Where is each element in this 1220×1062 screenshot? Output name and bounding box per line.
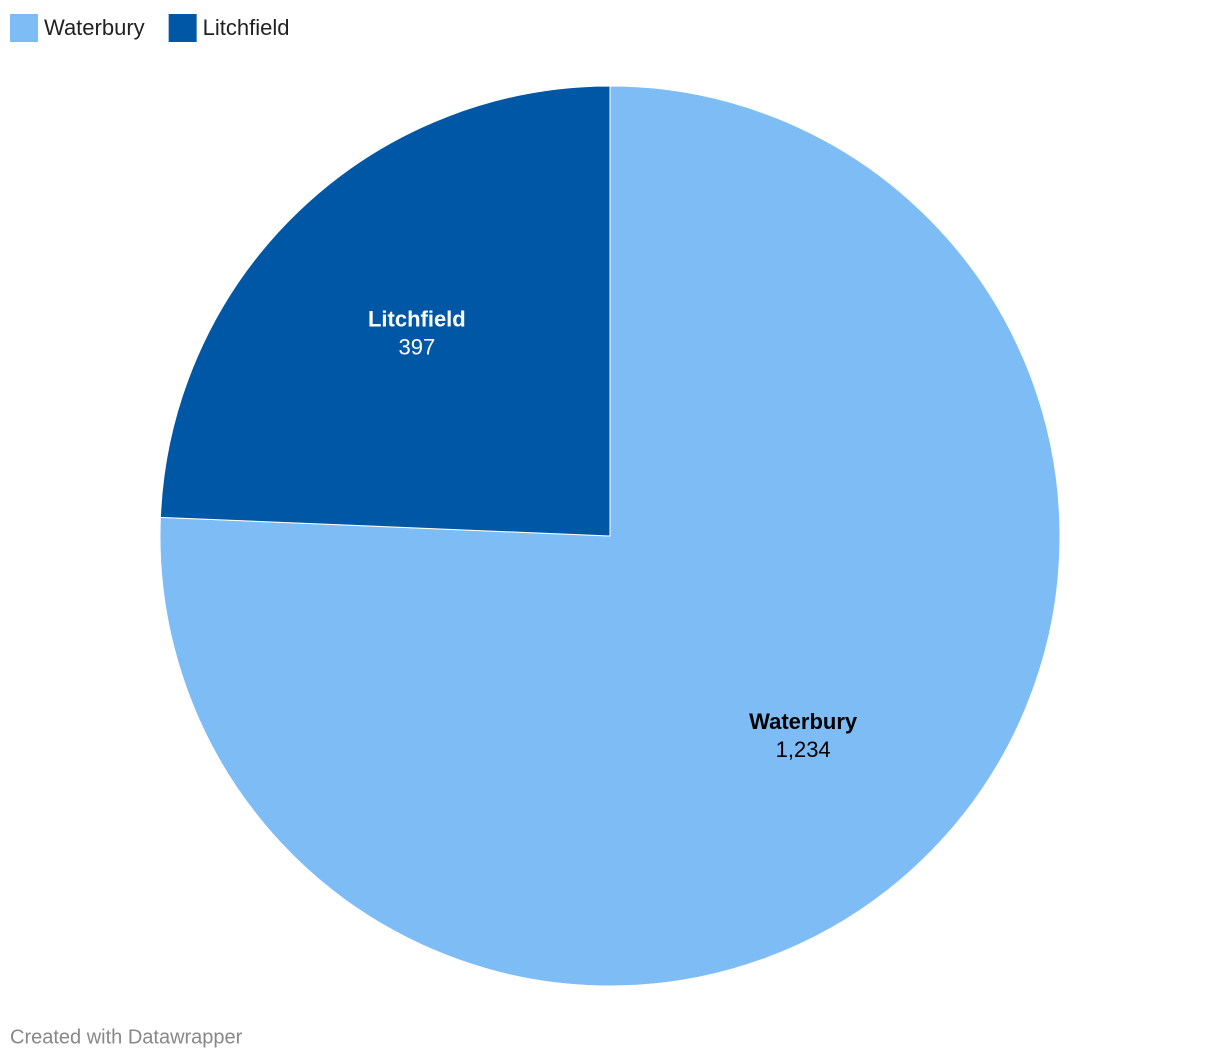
legend-swatch — [168, 14, 197, 42]
slice-value: 1,234 — [776, 737, 831, 762]
pie-slice — [159, 85, 1061, 987]
legend-label: Litchfield — [203, 15, 290, 40]
slice-name: Waterbury — [749, 709, 858, 734]
slice-value: 397 — [398, 334, 435, 359]
legend-label: Waterbury — [44, 15, 145, 40]
slice-name: Litchfield — [368, 306, 466, 331]
credit: Created with Datawrapper — [10, 1026, 243, 1048]
pie-slice — [159, 85, 611, 537]
legend-swatch — [10, 14, 38, 42]
